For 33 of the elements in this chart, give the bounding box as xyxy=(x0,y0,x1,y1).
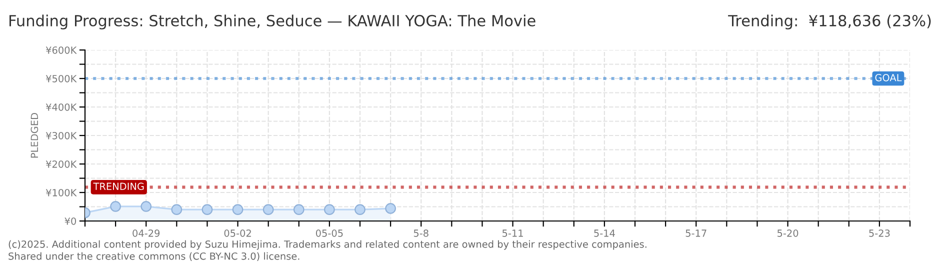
y-tick-label: ¥200K xyxy=(46,160,77,168)
point xyxy=(232,204,244,216)
y-tick-label: ¥600K xyxy=(46,46,77,54)
point xyxy=(171,204,182,216)
point xyxy=(385,203,396,214)
x-tick-label: 5-11 xyxy=(502,230,523,237)
point xyxy=(293,204,304,216)
y-tick-label: ¥0 xyxy=(64,217,76,225)
text: Shared under the creative commons (CC BY-NC 3.0) license. xyxy=(8,252,300,261)
ref-line-label: TRENDING xyxy=(93,182,144,190)
point xyxy=(354,204,366,216)
y-tick-label: ¥100K xyxy=(46,188,77,196)
y-tick-label: ¥500K xyxy=(46,74,77,82)
y-tick-label: ¥400K xyxy=(46,103,77,111)
chart-subtitle: Trending: ¥118,636 (23%) xyxy=(728,14,931,30)
x-tick-label: 5-20 xyxy=(777,230,798,237)
x-tick-label: 05-05 xyxy=(316,230,343,237)
x-tick-label: 5-17 xyxy=(686,230,706,237)
chart-title: Funding Progress: Stretch, Shine, Seduce — KAWAII YOGA: The Movie xyxy=(10,14,536,30)
y-tick-label: ¥300K xyxy=(46,132,77,140)
x-tick-label: 05-02 xyxy=(224,230,251,237)
x-tick-label: 5-14 xyxy=(594,230,615,237)
ref-line-label: GOAL xyxy=(875,74,902,82)
point xyxy=(202,204,213,216)
text: (c)2025. Additional content provided by Suzu Himejima. Trademarks and related content are owned by their respective companies. xyxy=(8,240,646,250)
x-tick-label: 04-29 xyxy=(132,230,160,237)
x-tick-label: 5-23 xyxy=(869,230,890,237)
point xyxy=(110,201,121,212)
point xyxy=(140,201,152,212)
point xyxy=(262,204,274,216)
point xyxy=(324,204,335,216)
y-axis-title: PLEDGED xyxy=(30,113,38,158)
x-tick-label: 5-8 xyxy=(414,230,428,237)
